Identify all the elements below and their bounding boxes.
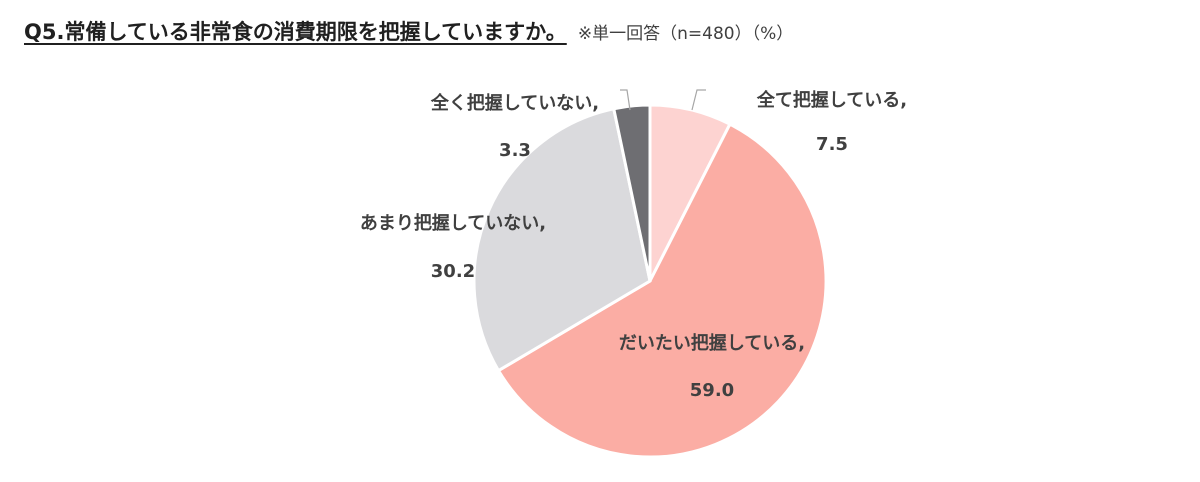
chart-title-row: Q5.常備している非常食の消費期限を把握していますか。 ※単一回答（n=480）… [24, 16, 793, 46]
chart-note: ※単一回答（n=480）（%） [577, 24, 794, 44]
slice-value-4: 3.3 [499, 140, 531, 161]
pie-slice-2 [496, 122, 828, 459]
pie-slice-4 [611, 103, 652, 282]
slice-value-1: 7.5 [816, 134, 848, 155]
slice-label-3: あまり把握していない, [360, 212, 546, 234]
slice-label-4: 全く把握していない, [430, 92, 599, 114]
pie-slice-3 [472, 106, 652, 373]
leader-line-1 [691, 89, 706, 111]
chart-title: Q5.常備している非常食の消費期限を把握していますか。 [24, 20, 567, 44]
slice-label-2: だいたい把握している, [619, 332, 805, 354]
slice-value-2: 59.0 [690, 380, 734, 401]
slice-value-3: 30.2 [431, 261, 475, 282]
leader-line-4 [620, 89, 631, 111]
slice-label-1: 全て把握している, [756, 89, 907, 111]
